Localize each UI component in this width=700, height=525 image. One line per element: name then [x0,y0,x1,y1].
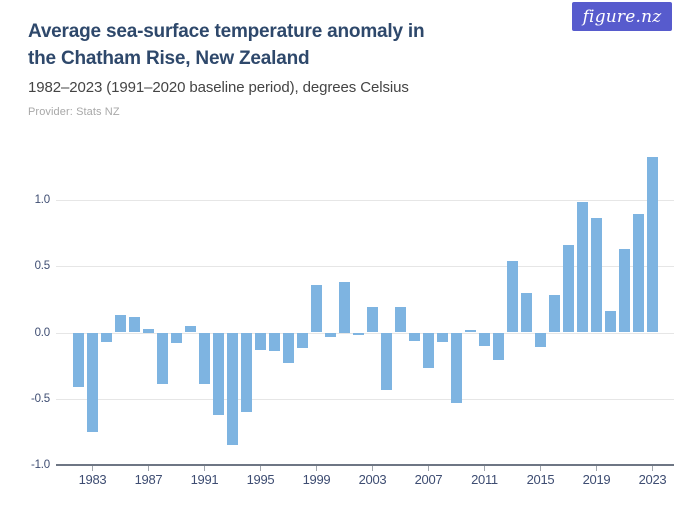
bar-1998 [297,332,308,349]
y-axis-label--1.0: -1.0 [30,459,50,472]
gridline-y-1.0 [56,199,674,201]
bar-2013 [507,260,518,333]
bar-2005 [395,307,406,333]
bar-2022 [633,214,644,333]
x-axis-tick-1983 [92,466,93,472]
bar-1988 [157,332,168,385]
bar-1984 [101,332,112,342]
bar-1995 [255,332,266,350]
bar-1986 [129,316,140,333]
bar-2002 [353,332,364,336]
gridline-y-0.5 [56,266,674,268]
x-axis-label-2015: 2015 [526,472,555,488]
y-axis-label-0.5: 0.5 [34,260,51,273]
bar-2017 [563,244,574,333]
bar-1987 [143,328,154,333]
chart-title-line2: the Chatham Rise, New Zealand [28,48,310,69]
figure-nz-logo: figure.nz [572,2,672,31]
bar-2003 [367,307,378,333]
bar-2004 [381,332,392,390]
bar-1990 [185,325,196,333]
y-axis-label--0.5: -0.5 [30,392,50,405]
x-axis-label-1995: 1995 [246,472,275,488]
bar-1999 [311,284,322,333]
bar-2021 [619,248,630,333]
bar-2001 [339,282,350,333]
bar-2007 [423,332,434,369]
x-axis-tick-2011 [484,466,485,472]
x-axis-label-2007: 2007 [414,472,443,488]
bar-1996 [269,332,280,352]
bar-1992 [213,332,224,415]
bar-2010 [465,329,476,333]
bar-2006 [409,332,420,341]
x-axis-tick-2019 [596,466,597,472]
bar-1983 [87,332,98,433]
x-axis-line [56,464,674,467]
bar-1997 [283,332,294,363]
bar-2015 [535,332,546,348]
x-axis-tick-2003 [372,466,373,472]
provider-credit: Provider: Stats NZ [28,106,120,118]
x-axis-tick-1995 [260,466,261,472]
bar-2014 [521,292,532,333]
bar-2023 [647,157,658,333]
chart-title: Average sea-surface temperature anomaly … [28,18,568,72]
bar-1982 [73,332,84,387]
x-axis-label-2003: 2003 [358,472,387,488]
x-axis-label-2011: 2011 [471,472,498,488]
gridline-y-0.0 [56,332,674,334]
x-axis-label-1991: 1991 [190,472,219,488]
bar-2008 [437,332,448,342]
x-axis-label-1987: 1987 [134,472,163,488]
chart-subtitle: 1982–2023 (1991–2020 baseline period), d… [28,79,409,96]
y-axis-label-0.0: 0.0 [34,326,51,339]
bar-2019 [591,218,602,333]
x-axis-label-2019: 2019 [582,472,611,488]
chart-title-line1: Average sea-surface temperature anomaly … [28,21,425,42]
bar-2012 [493,332,504,361]
x-axis-label-1983: 1983 [78,472,107,488]
bar-1994 [241,332,252,413]
bar-1989 [171,332,182,344]
bar-2020 [605,311,616,333]
logo-text: figure.nz [582,6,662,27]
bar-2011 [479,332,490,346]
x-axis-tick-2023 [652,466,653,472]
bar-2018 [577,202,588,333]
x-axis-label-2023: 2023 [638,472,667,488]
bar-2016 [549,295,560,333]
x-axis-tick-2015 [540,466,541,472]
bar-1985 [115,315,126,333]
x-axis-tick-1991 [204,466,205,472]
bar-2009 [451,332,462,403]
x-axis-tick-1999 [316,466,317,472]
bar-2000 [325,332,336,337]
bar-1991 [199,332,210,385]
gridline-y--0.5 [56,398,674,400]
y-axis-label-1.0: 1.0 [34,193,51,206]
x-axis-tick-1987 [148,466,149,472]
x-axis-tick-2007 [428,466,429,472]
x-axis-label-1999: 1999 [302,472,331,488]
bar-1993 [227,332,238,446]
